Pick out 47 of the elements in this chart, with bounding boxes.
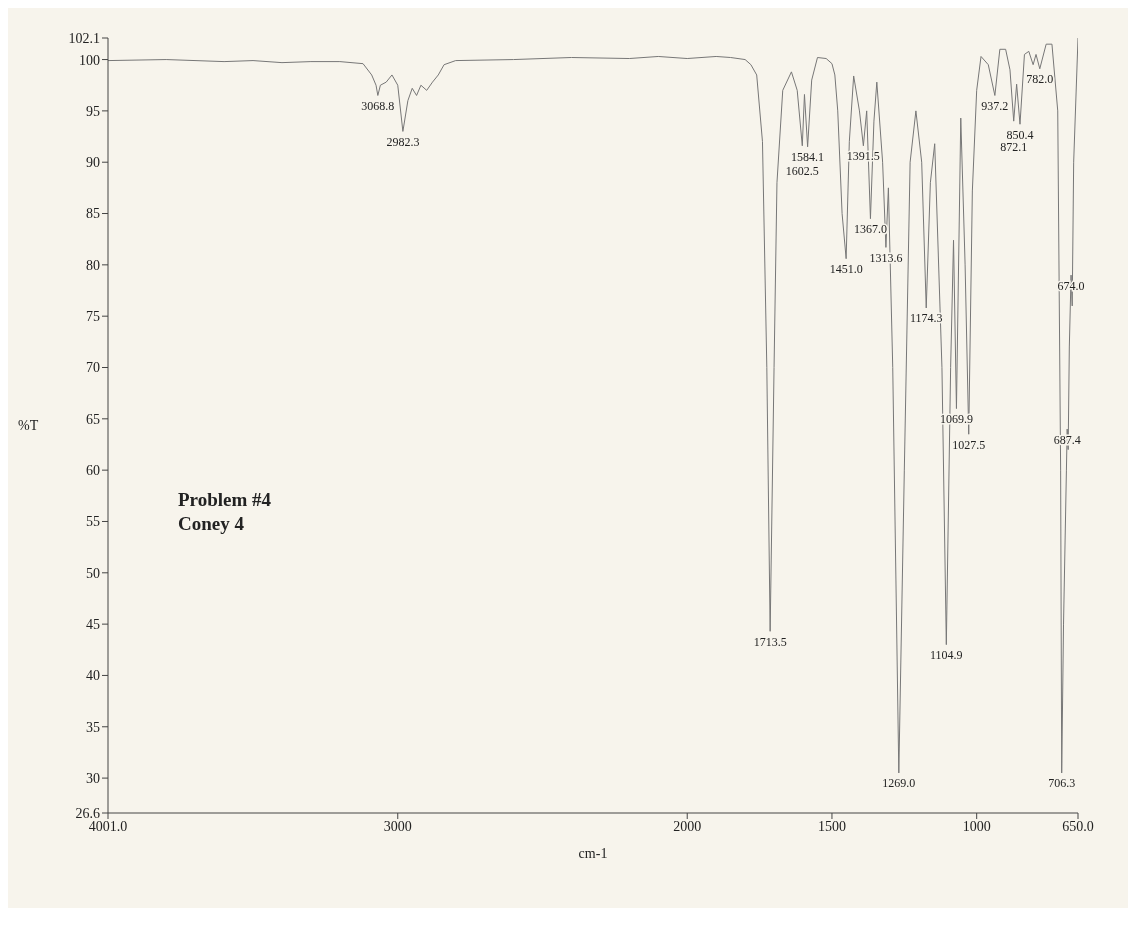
y-tick-label: 90 [86,155,100,171]
y-axis-title: %T [18,418,39,434]
annotation: 706.3 [1048,776,1076,791]
y-tick-label: 60 [86,463,100,479]
y-tick-label: 35 [86,719,100,735]
y-tick-label: 70 [86,360,100,376]
annotation: Problem #4 [178,488,272,512]
y-tick-label: 75 [86,309,100,325]
y-tick-label: 95 [86,103,100,119]
annotation: 782.0 [1026,72,1054,87]
x-tick-label: 3000 [383,818,412,834]
annotation: Coney 4 [178,512,245,536]
x-axis-title: cm-1 [578,846,608,861]
annotation: 2982.3 [386,134,420,149]
annotation: 1104.9 [930,648,963,663]
annotation: 1584.1 [791,150,825,165]
y-tick-label: 50 [86,565,100,581]
annotation: 1269.0 [882,776,916,791]
y-tick-label: 30 [86,771,100,787]
x-tick-label: 2000 [673,818,702,834]
y-tick-label: 102.1 [68,30,100,46]
annotation: 1027.5 [952,437,986,452]
annotation: 872.1 [1000,139,1028,154]
x-tick-label: 1500 [817,818,846,834]
annotation: 1174.3 [909,311,943,326]
annotation: 1391.5 [846,149,880,164]
annotation: 1602.5 [785,164,819,179]
annotation: 1069.9 [939,412,973,427]
annotation: 1451.0 [829,262,863,277]
y-tick-label: 55 [86,514,100,530]
annotation: 3068.8 [361,99,395,113]
y-tick-label: 45 [86,617,100,633]
annotation: 850.4 [1006,127,1034,142]
y-tick-label: 65 [86,411,100,427]
y-tick-label: 40 [86,668,100,684]
annotation: 687.4 [1053,432,1081,447]
annotation: 1313.6 [869,250,903,265]
x-tick-label: 1000 [962,818,991,834]
annotation: 1713.5 [753,634,787,649]
y-tick-label: 26.6 [75,805,100,821]
x-tick-label: 4001.0 [88,818,128,834]
x-tick-label: 650.0 [1062,818,1094,834]
annotation: 937.2 [981,99,1009,113]
y-tick-label: 100 [79,52,100,68]
annotation: 1367.0 [853,222,887,237]
y-tick-label: 85 [86,206,100,222]
y-tick-label: 80 [86,257,100,273]
